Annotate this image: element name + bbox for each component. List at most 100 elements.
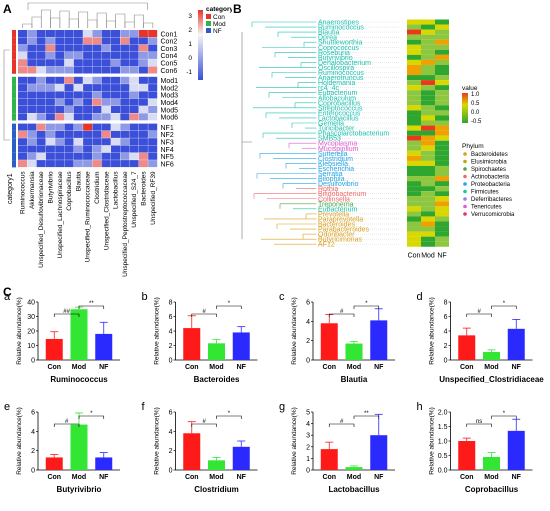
bar [95,333,113,360]
heatmap-cell [18,91,27,99]
heatmap-b-cell [407,64,421,70]
heatmap-cell [101,30,111,37]
bar [95,457,113,470]
heatmap-b-cell [407,206,421,212]
taxon-label: Clostridium [318,156,353,163]
significance-label: ** [364,411,369,417]
heatmap-cell [45,76,55,84]
heatmap-cell [64,123,74,131]
heatmap-cell [101,66,111,74]
heatmap-cell [64,44,74,52]
heatmap-cell [111,113,120,121]
heatmap-b-cell [407,24,421,30]
heatmap-b-cell [407,100,421,106]
heatmap-b-cell [421,70,435,76]
chart-title: Blautia [341,375,368,384]
heatmap-b-cell [435,226,449,232]
heatmap-cell [73,98,83,106]
phylum-label: Verrucomicrobia [471,212,515,218]
color-scale-bar [198,10,203,80]
panel-label-a: A [3,2,12,16]
x-tick-label: Mod [347,474,361,481]
heatmap-cell [55,51,65,59]
significance-bracket [328,423,355,427]
row-group-color [12,30,16,38]
heatmap-cell [101,91,111,99]
y-axis-label: Relative abundance(%) [16,297,23,365]
phylum-label: Bacteroidetes [471,152,508,158]
heatmap-b-cell [421,64,435,70]
heatmap-b-cell [421,44,435,50]
heatmap-cell [138,98,148,106]
taxon-label: Holdemania [318,80,355,87]
heatmap-b-cell [421,191,435,197]
heatmap-cell [18,98,27,106]
y-tick-label: 2 [31,448,35,455]
heatmap-b-cell [407,191,421,197]
heatmap-cell [36,160,46,168]
heatmap-cell [36,145,46,153]
y-axis-label: Relative abundance(%) [429,297,436,365]
x-tick-label: Mod [72,364,86,371]
heatmap-b-cell [407,155,421,161]
heatmap-b-cell [421,216,435,222]
y-tick-label: 2 [444,343,448,350]
col-dendrogram-branch [133,14,144,28]
legend-label: Mod [213,21,226,28]
significance-bracket [78,415,105,419]
col-dendrogram-branch [50,17,61,28]
heatmap-cell [129,145,139,153]
taxon-label: Enterococcus [318,110,361,117]
heatmap-b-cell [407,186,421,192]
legend-swatch [206,21,211,26]
heatmap-cell [55,37,65,45]
value-tick: 0.5 [471,101,480,107]
taxon-label: Shuttleworthia [318,40,362,47]
heatmap-b-cell [435,29,449,35]
sub-panel-letter: g [279,401,285,413]
heatmap-cell [45,106,55,113]
y-tick-label: 1.5 [438,424,448,431]
bar [183,433,201,470]
heatmap-cell [148,152,158,160]
taxon-label: Dorea [318,35,337,42]
heatmap-b-cell [421,120,435,126]
bar [208,343,225,360]
heatmap-cell [45,113,55,121]
tree-root [241,32,252,240]
heatmap-cell [129,113,139,121]
heatmap-b-cell [421,80,435,86]
heatmap-b-cell [407,130,421,136]
col-dendrogram-branch [68,18,79,28]
heatmap-cell [129,37,139,45]
heatmap-b-cell [421,236,435,242]
heatmap-cell [120,66,130,74]
sub-panel-letter: h [417,401,423,413]
heatmap-b-cell [407,165,421,171]
chart-title: Ruminococcus [50,375,108,384]
heatmap-cell [18,113,27,121]
heatmap-cell [111,152,120,160]
heatmap-cell [55,138,65,146]
significance-bracket [216,305,242,309]
heatmap-b-cell [407,70,421,76]
y-tick-label: 6 [169,314,173,321]
heatmap-cell [129,44,139,52]
phylum-label: Elusimicrobia [471,160,507,166]
heatmap-cell [55,113,65,121]
y-tick-label: 2 [306,338,310,345]
heatmap-b-cell [407,85,421,91]
heatmap-cell [27,98,37,106]
heatmap-b-cell [421,125,435,131]
chart-title: Coprobacillus [465,485,519,494]
heatmap-cell [27,130,37,138]
significance-label: # [65,419,69,425]
heatmap-cell [148,98,158,106]
heatmap-cell [148,59,158,67]
heatmap-cell [18,51,27,59]
heatmap-b-cell [435,241,449,247]
heatmap-b-cell [421,24,435,30]
heatmap-cell [36,98,46,106]
row-label: NF1 [161,125,174,132]
heatmap-b-cell [407,44,421,50]
